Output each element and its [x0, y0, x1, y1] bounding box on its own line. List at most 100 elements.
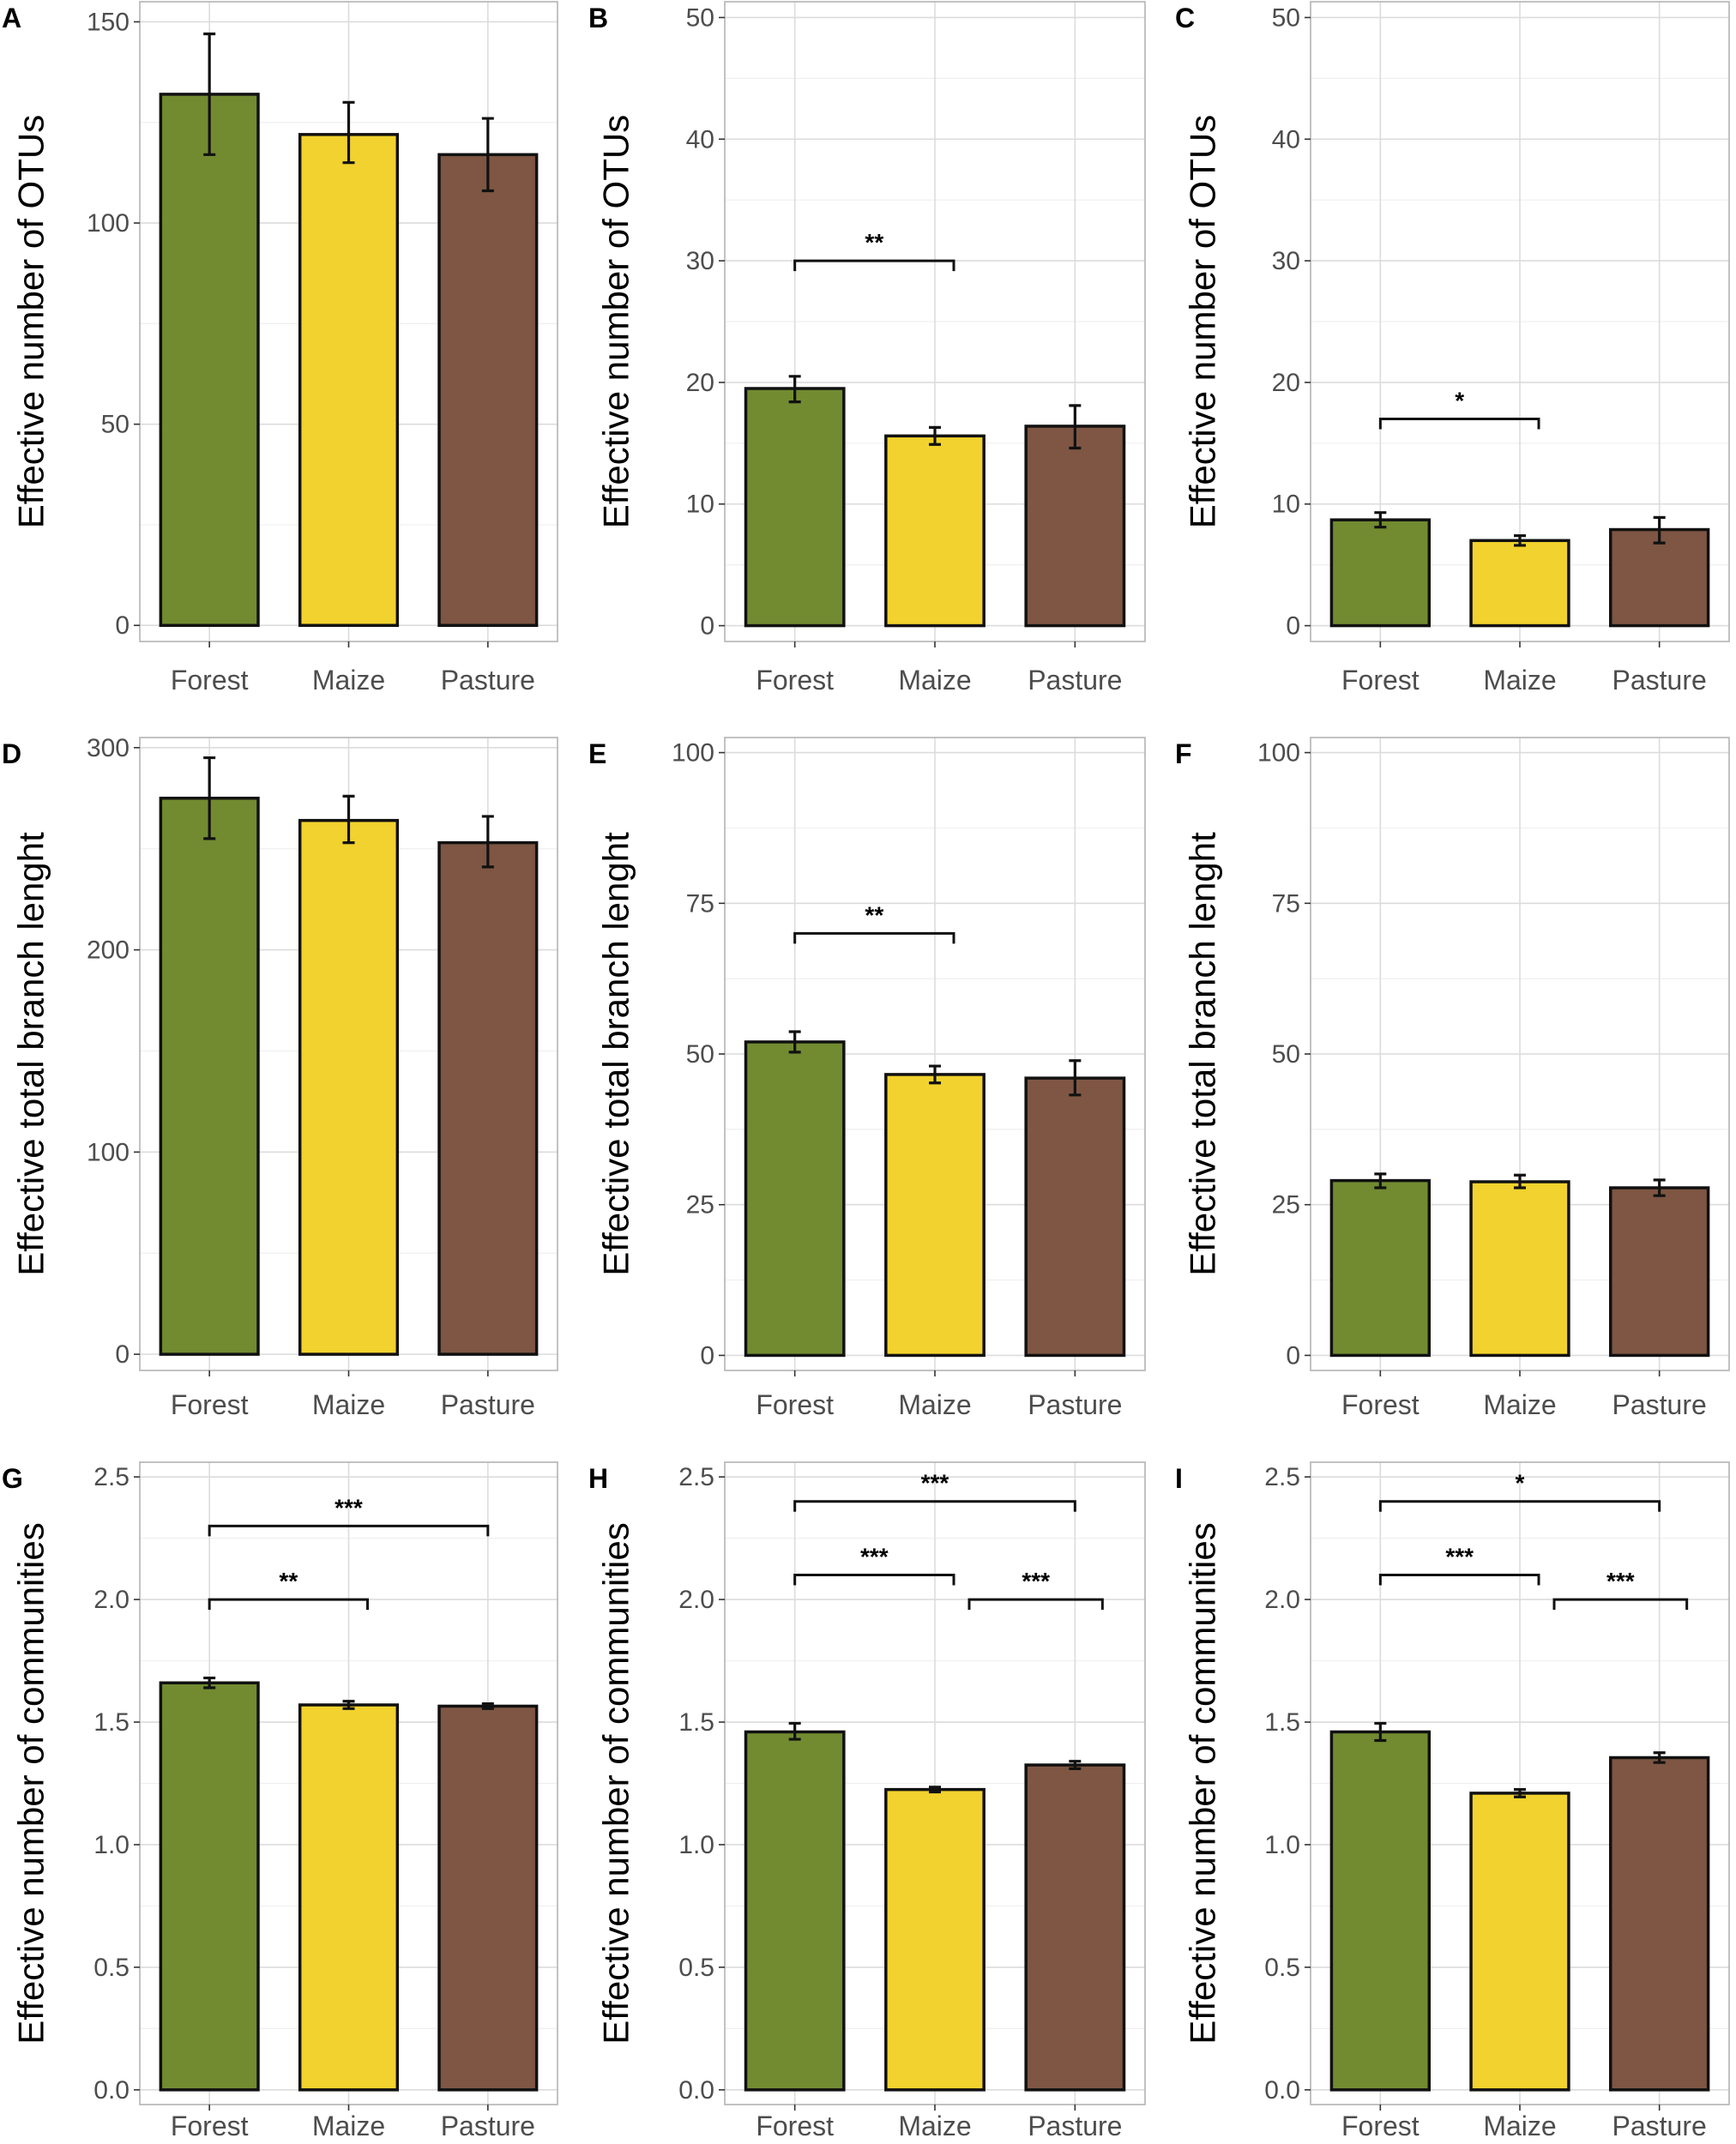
panel-letter: C [1175, 3, 1195, 33]
error-bar-pasture [1069, 1760, 1082, 1770]
error-bar-pasture [1653, 1751, 1666, 1764]
y-tick-label: 1.0 [678, 1831, 714, 1859]
significance-label: * [1455, 387, 1464, 413]
panel-F: 0 25 50 75 100 Forest Maize Pasture Effective to… [1175, 737, 1730, 1420]
y-tick-label: 100 [1257, 739, 1300, 768]
y-tick-label: 150 [87, 8, 130, 36]
significance-bracket [1378, 417, 1540, 430]
x-tick-label: Forest [1341, 1389, 1420, 1420]
error-bar-maize [929, 1064, 941, 1085]
y-tick-label: 2.0 [93, 1586, 130, 1614]
y-tick-label: 0.5 [1264, 1954, 1300, 1982]
y-tick-label: 75 [1272, 889, 1300, 918]
bar-forest [744, 1040, 846, 1358]
bar-pasture [1608, 1186, 1710, 1358]
error-bar-pasture [1653, 515, 1666, 545]
y-tick-label: 2.0 [1264, 1586, 1300, 1614]
panel-letter: H [588, 1463, 608, 1494]
x-tick-label: Maize [312, 2111, 385, 2141]
error-bar-forest [788, 1721, 801, 1741]
x-tick-label: Pasture [1028, 1389, 1122, 1420]
y-tick-label: 0 [1286, 612, 1300, 641]
x-tick-label: Forest [171, 665, 249, 696]
bar-maize [884, 434, 986, 628]
y-tick-label: 0 [700, 1341, 714, 1370]
bar-pasture [437, 153, 539, 627]
error-bar-forest [203, 32, 216, 156]
significance-bracket [208, 1598, 369, 1611]
bar-pasture [1024, 425, 1126, 628]
bar-forest [159, 93, 260, 627]
bar-pasture [1608, 1756, 1710, 2092]
significance-label: *** [921, 1470, 949, 1497]
significance-label: ** [279, 1568, 298, 1594]
x-tick-label: Maize [1483, 665, 1556, 696]
y-tick-label: 50 [101, 411, 130, 439]
x-tick-label: Forest [756, 665, 834, 696]
y-tick-label: 75 [686, 889, 714, 918]
x-tick-label: Forest [756, 2111, 834, 2141]
significance-bracket [1378, 1500, 1661, 1512]
y-tick-label: 25 [686, 1191, 714, 1220]
y-tick-label: 50 [686, 1040, 714, 1069]
bar-pasture [437, 840, 539, 1356]
y-axis-label: Effective number of OTUs [1183, 115, 1223, 528]
x-tick-label: Maize [312, 1389, 385, 1420]
bar-forest [1329, 1178, 1432, 1358]
y-tick-label: 40 [1272, 125, 1300, 154]
y-axis-label: Effective total branch lenght [1183, 832, 1223, 1276]
y-tick-label: 1.5 [1264, 1708, 1300, 1737]
bar-maize [884, 1787, 986, 2092]
bar-maize [1469, 1792, 1570, 2092]
y-tick-label: 100 [672, 739, 714, 768]
panel-letter: A [2, 3, 21, 33]
bar-pasture [437, 1704, 539, 2092]
error-bar-pasture [1069, 404, 1082, 450]
error-bar-forest [788, 1030, 801, 1054]
y-axis-label: Effective number of communities [1183, 1522, 1223, 2045]
x-tick-label: Pasture [1612, 2111, 1707, 2141]
y-tick-label: 0.0 [1264, 2076, 1300, 2105]
y-tick-label: 2.5 [1264, 1463, 1300, 1491]
y-tick-label: 30 [686, 247, 714, 275]
bar-maize [1469, 1180, 1570, 1358]
y-tick-label: 1.0 [93, 1831, 130, 1859]
panel-C: * 0 10 20 30 40 50 Forest Maize Pasture Effective … [1175, 1, 1730, 696]
y-tick-label: 0.0 [93, 2076, 130, 2105]
y-tick-label: 10 [1272, 491, 1300, 519]
bar-pasture [1608, 527, 1710, 628]
x-tick-label: Pasture [1028, 665, 1122, 696]
bar-maize [298, 818, 400, 1356]
error-bar-forest [788, 375, 801, 404]
x-tick-label: Pasture [441, 2111, 535, 2141]
significance-bracket [1378, 1574, 1540, 1586]
error-bar-pasture [481, 1701, 494, 1710]
error-bar-maize [342, 100, 355, 165]
y-axis-label: Effective number of OTUs [11, 115, 51, 528]
y-tick-label: 0 [700, 612, 714, 641]
error-bar-maize [342, 1700, 355, 1710]
x-tick-label: Forest [1341, 665, 1420, 696]
y-tick-label: 300 [87, 734, 130, 762]
y-tick-label: 50 [1272, 1040, 1300, 1069]
error-bar-pasture [1653, 1178, 1666, 1197]
y-tick-label: 0.5 [678, 1954, 714, 1982]
panel-H: *** *** *** 0.0 0.5 1.0 1.5 2.0 2.5 Forest Maize Pa… [588, 1461, 1146, 2141]
y-tick-label: 0 [115, 611, 130, 640]
y-tick-label: 1.5 [678, 1708, 714, 1737]
panel-B: ** 0 10 20 30 40 50 Forest Maize Pasture Effective… [588, 1, 1146, 696]
y-tick-label: 0.5 [93, 1954, 130, 1982]
y-tick-label: 100 [87, 1138, 130, 1166]
y-tick-label: 100 [87, 209, 130, 238]
y-tick-label: 1.0 [1264, 1831, 1300, 1859]
y-tick-label: 40 [686, 125, 714, 154]
x-tick-label: Maize [312, 665, 385, 696]
panel-letter: E [588, 738, 606, 769]
y-axis-label: Effective total branch lenght [596, 832, 636, 1276]
bar-maize [298, 1703, 400, 2092]
significance-bracket [793, 1500, 1076, 1512]
bar-forest [1329, 1730, 1432, 2092]
x-tick-label: Maize [1483, 1389, 1556, 1420]
